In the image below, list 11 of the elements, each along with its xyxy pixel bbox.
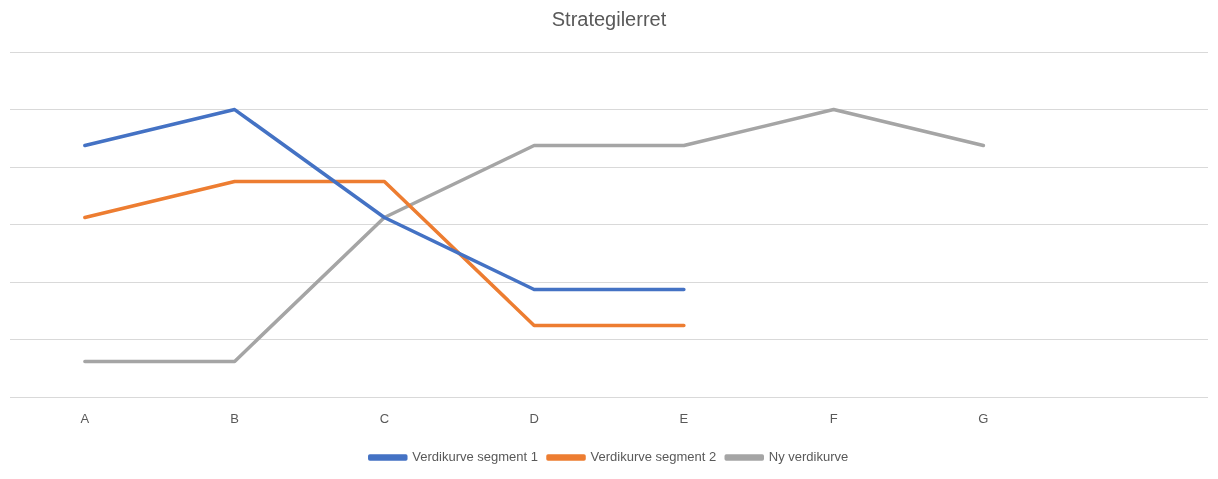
x-tick-label: C (379, 410, 390, 426)
x-tick-label: D (529, 410, 539, 426)
legend-label: Verdikurve segment 1 (412, 449, 539, 465)
legend-label: Ny verdikurve (768, 449, 849, 465)
x-tick-label: B (230, 410, 239, 426)
x-tick-label: G (978, 410, 989, 426)
x-tick-label: E (679, 410, 689, 426)
legend-label: Verdikurve segment 2 (590, 449, 717, 465)
x-tick-label: F (829, 410, 838, 426)
chart-title: Strategilerret (551, 7, 667, 30)
x-tick-label: A (80, 410, 90, 426)
